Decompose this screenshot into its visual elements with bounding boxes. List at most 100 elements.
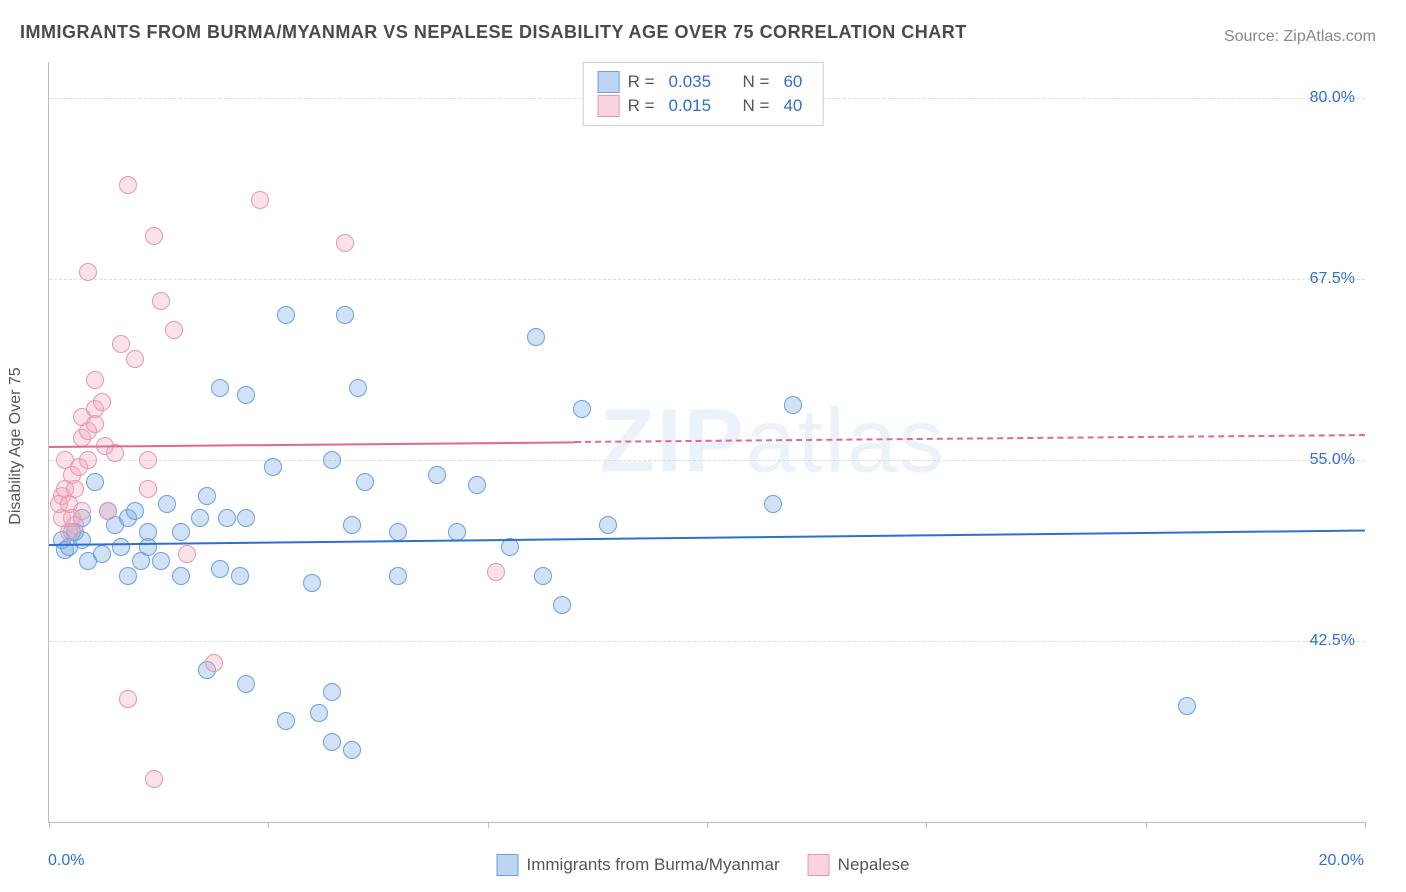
legend-swatch [598,95,620,117]
data-point [573,400,591,418]
legend-series-name: Nepalese [838,855,910,875]
data-point [79,263,97,281]
legend-swatch [497,854,519,876]
legend-n-label: N = [743,72,770,92]
data-point [66,480,84,498]
legend-r-value: 0.035 [669,72,712,92]
y-tick-label: 55.0% [1310,451,1355,469]
data-point [172,567,190,585]
data-point [784,396,802,414]
data-point [428,466,446,484]
data-point [119,690,137,708]
x-tick [268,822,269,828]
data-point [323,733,341,751]
legend-swatch [808,854,830,876]
data-point [237,509,255,527]
data-point [145,770,163,788]
legend-r-label: R = [628,96,655,116]
gridline [49,641,1365,642]
data-point [139,480,157,498]
data-point [126,350,144,368]
y-tick-label: 80.0% [1310,89,1355,107]
data-point [132,552,150,570]
gridline [49,460,1365,461]
data-point [343,516,361,534]
x-tick [49,822,50,828]
data-point [323,451,341,469]
data-point [251,191,269,209]
data-point [211,560,229,578]
legend-n-value: 40 [783,96,802,116]
source-label: Source: [1224,28,1284,45]
data-point [165,321,183,339]
data-point [211,379,229,397]
x-tick [707,822,708,828]
trend-line [49,530,1365,546]
legend-row: R =0.035 N =60 [598,71,809,93]
data-point [145,227,163,245]
legend-r-label: R = [628,72,655,92]
gridline [49,279,1365,280]
data-point [336,306,354,324]
data-point [468,476,486,494]
data-point [277,712,295,730]
data-point [172,523,190,541]
trend-line [49,441,575,448]
data-point [112,335,130,353]
data-point [389,567,407,585]
data-point [277,306,295,324]
data-point [527,328,545,346]
data-point [323,683,341,701]
trend-line [575,434,1365,443]
scatter-plot-area: ZIPatlas 42.5%55.0%67.5%80.0% [48,62,1365,823]
data-point [139,451,157,469]
x-tick-label: 0.0% [48,852,84,870]
data-point [303,574,321,592]
x-tick [1146,822,1147,828]
data-point [93,393,111,411]
data-point [237,386,255,404]
data-point [99,502,117,520]
data-point [356,473,374,491]
y-tick-label: 67.5% [1310,270,1355,288]
legend-item: Nepalese [808,854,910,876]
data-point [205,654,223,672]
data-point [349,379,367,397]
data-point [534,567,552,585]
data-point [126,502,144,520]
data-point [152,292,170,310]
data-point [764,495,782,513]
watermark-part-b: atlas [746,392,946,492]
data-point [158,495,176,513]
legend-series-name: Immigrants from Burma/Myanmar [527,855,780,875]
data-point [119,176,137,194]
data-point [152,552,170,570]
series-legend: Immigrants from Burma/Myanmar Nepalese [497,854,910,876]
data-point [119,567,137,585]
legend-swatch [598,71,620,93]
data-point [389,523,407,541]
legend-row: R =0.015 N =40 [598,95,809,117]
data-point [112,538,130,556]
data-point [198,487,216,505]
data-point [231,567,249,585]
x-tick [926,822,927,828]
x-tick [488,822,489,828]
source-value: ZipAtlas.com [1284,28,1376,45]
data-point [237,675,255,693]
data-point [63,509,81,527]
data-point [336,234,354,252]
data-point [79,451,97,469]
correlation-legend: R =0.035 N =60R =0.015 N =40 [583,62,824,126]
data-point [178,545,196,563]
data-point [310,704,328,722]
y-axis-title: Disability Age Over 75 [7,367,25,524]
data-point [264,458,282,476]
data-point [1178,697,1196,715]
legend-r-value: 0.015 [669,96,712,116]
source-attribution: Source: ZipAtlas.com [1224,28,1376,46]
data-point [86,473,104,491]
legend-item: Immigrants from Burma/Myanmar [497,854,780,876]
data-point [487,563,505,581]
data-point [343,741,361,759]
